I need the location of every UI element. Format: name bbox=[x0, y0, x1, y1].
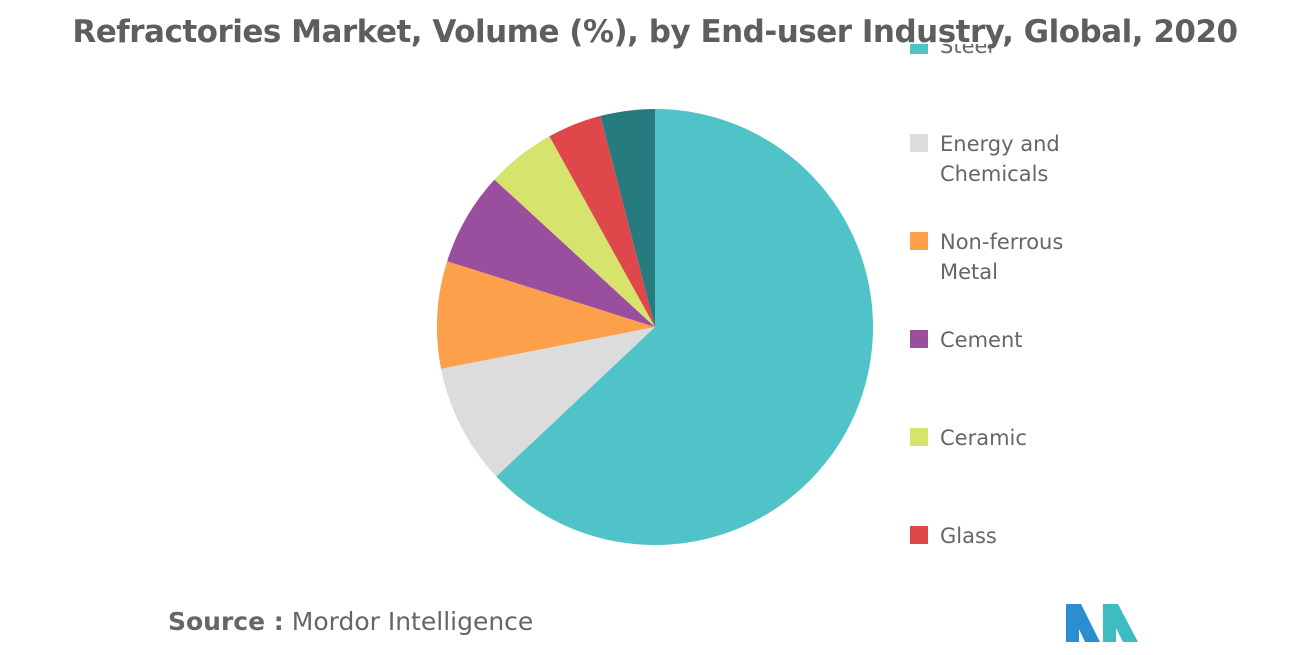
legend-label: Steel bbox=[940, 44, 994, 58]
legend-swatch bbox=[910, 526, 928, 544]
pie-slice-glass bbox=[549, 115, 655, 328]
legend-item: Glass bbox=[910, 521, 1090, 551]
logo-left-mark bbox=[1066, 604, 1100, 642]
mordor-intelligence-logo-icon bbox=[1066, 604, 1138, 642]
chart-title: Refractories Market, Volume (%), by End-… bbox=[72, 14, 1238, 50]
legend-swatch bbox=[910, 428, 928, 446]
legend-label: Energy and Chemicals bbox=[940, 132, 1060, 186]
pie-slice-energy-and-chemicals bbox=[441, 327, 655, 477]
legend-label: Cement bbox=[940, 328, 1023, 352]
legend-item: Energy and Chemicals bbox=[910, 129, 1090, 189]
source-text: Mordor Intelligence bbox=[291, 607, 534, 636]
chart-legend: Steel Energy and Chemicals Non-ferrous Met… bbox=[910, 44, 1140, 564]
pie-slice-steel bbox=[496, 109, 873, 545]
legend-item: Non-ferrous Metal bbox=[910, 227, 1090, 287]
pie-slice-non-ferrous-metal bbox=[436, 261, 655, 369]
pie-slice-ceramic bbox=[494, 136, 655, 327]
legend-swatch bbox=[910, 232, 928, 250]
legend-item: Cement bbox=[910, 325, 1090, 355]
pie-slice-cement bbox=[447, 179, 655, 327]
pie-slices bbox=[436, 109, 873, 545]
legend-swatch bbox=[910, 44, 928, 54]
legend-swatch bbox=[910, 330, 928, 348]
legend-item: Ceramic bbox=[910, 423, 1090, 453]
legend-label: Ceramic bbox=[940, 426, 1027, 450]
legend-label: Glass bbox=[940, 524, 997, 548]
legend-swatch bbox=[910, 134, 928, 152]
legend-label: Non-ferrous Metal bbox=[940, 230, 1064, 284]
pie-slice-other bbox=[600, 109, 655, 327]
legend-item: Steel bbox=[910, 44, 1090, 61]
source-prefix: Source : bbox=[168, 607, 284, 636]
source-note: Source : Mordor Intelligence bbox=[168, 607, 533, 636]
logo-right-mark bbox=[1103, 604, 1138, 642]
